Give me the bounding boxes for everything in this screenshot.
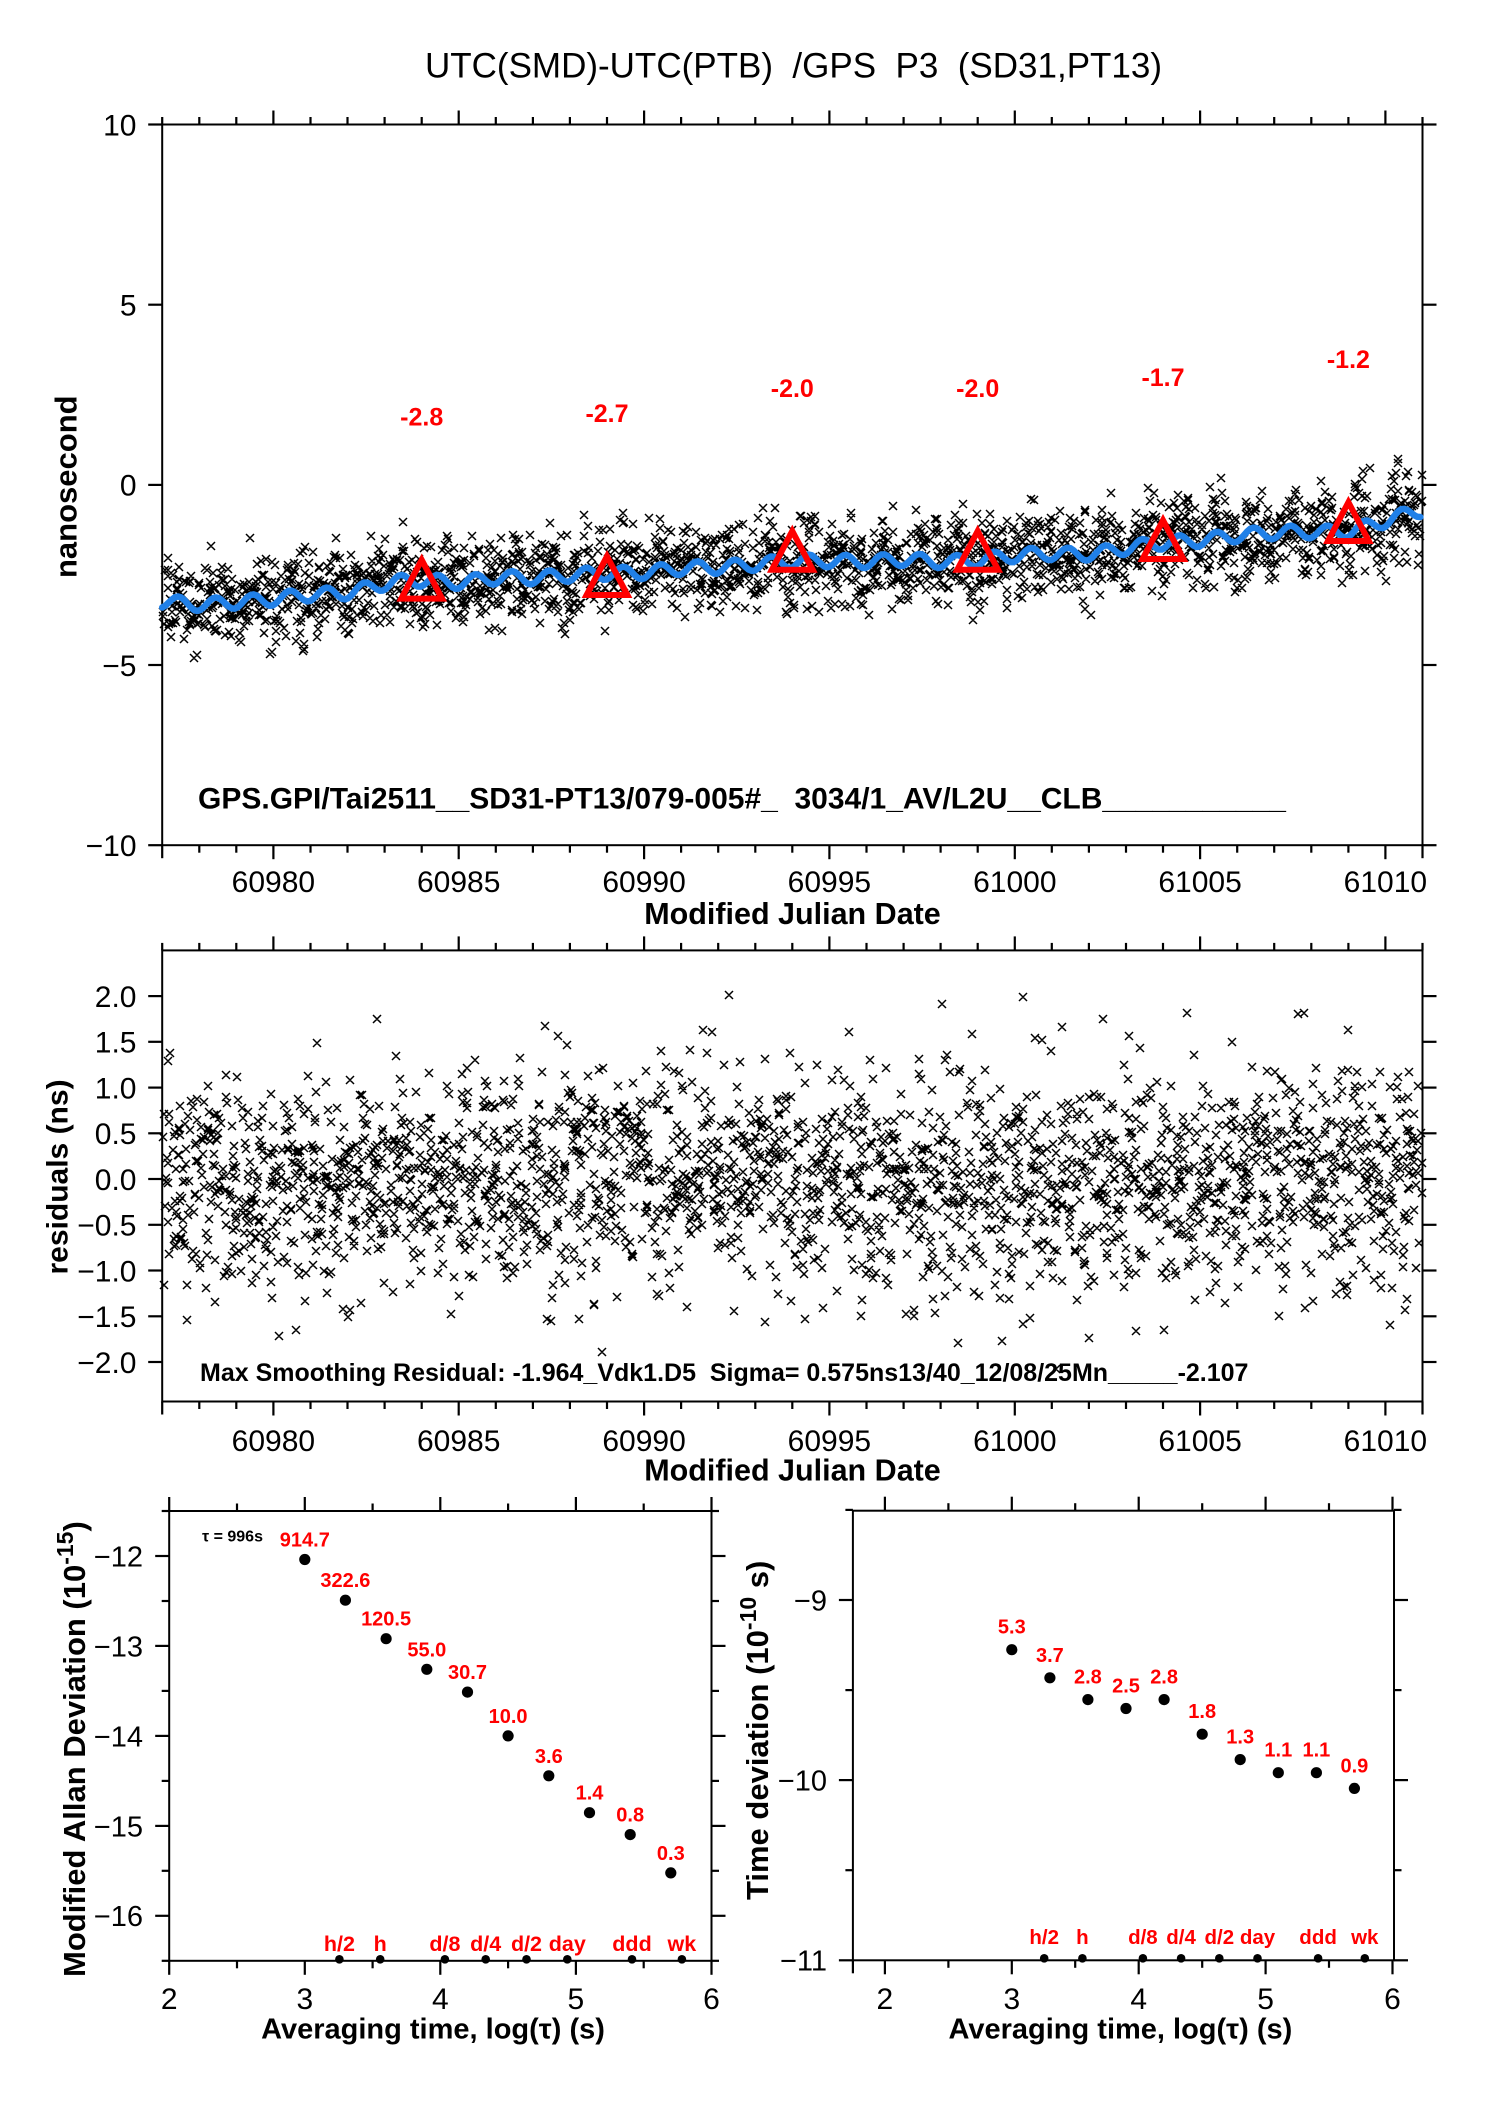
svg-text:d/8: d/8 bbox=[1128, 1926, 1158, 1949]
svg-text:GPS.GPI/Tai2511__SD31-PT13/079: GPS.GPI/Tai2511__SD31-PT13/079-005#_ 303… bbox=[198, 783, 1286, 816]
svg-text:5: 5 bbox=[120, 290, 137, 323]
svg-text:wk: wk bbox=[667, 1932, 697, 1956]
svg-text:5: 5 bbox=[1257, 1983, 1274, 2016]
svg-text:−15: −15 bbox=[94, 1811, 143, 1843]
svg-text:0.9: 0.9 bbox=[1340, 1755, 1368, 1777]
svg-text:day: day bbox=[549, 1932, 586, 1956]
svg-text:Max Smoothing Residual: -1.964: Max Smoothing Residual: -1.964_Vdk1.D5 S… bbox=[200, 1359, 1248, 1387]
svg-text:61010: 61010 bbox=[1344, 866, 1427, 899]
svg-text:-1.7: -1.7 bbox=[1141, 364, 1184, 392]
svg-text:61000: 61000 bbox=[973, 1425, 1056, 1458]
svg-text:d/8: d/8 bbox=[429, 1932, 460, 1956]
svg-text:−10: −10 bbox=[778, 1766, 827, 1798]
svg-text:0.3: 0.3 bbox=[657, 1843, 685, 1865]
svg-text:61005: 61005 bbox=[1158, 866, 1241, 899]
svg-text:2: 2 bbox=[161, 1983, 178, 2016]
svg-text:day: day bbox=[1240, 1926, 1276, 1949]
svg-text:Modified Allan Deviation (10-1: Modified Allan Deviation (10-15) bbox=[52, 1521, 92, 1977]
svg-text:−0.5: −0.5 bbox=[77, 1210, 136, 1243]
svg-text:Modified Julian Date: Modified Julian Date bbox=[644, 1454, 941, 1488]
svg-text:τ = 996s: τ = 996s bbox=[202, 1529, 263, 1546]
svg-text:0.5: 0.5 bbox=[95, 1118, 137, 1151]
svg-text:2: 2 bbox=[877, 1983, 894, 2016]
svg-text:h: h bbox=[374, 1932, 387, 1956]
svg-text:wk: wk bbox=[1350, 1926, 1379, 1949]
svg-text:−10: −10 bbox=[86, 830, 137, 863]
svg-text:3.7: 3.7 bbox=[1036, 1645, 1064, 1667]
svg-text:60985: 60985 bbox=[417, 1425, 500, 1458]
svg-text:d/4: d/4 bbox=[1166, 1926, 1196, 1949]
svg-text:1.5: 1.5 bbox=[95, 1027, 137, 1060]
svg-text:3: 3 bbox=[1003, 1983, 1020, 2016]
svg-text:1.8: 1.8 bbox=[1188, 1701, 1216, 1723]
svg-text:55.0: 55.0 bbox=[407, 1639, 446, 1661]
svg-text:61000: 61000 bbox=[973, 866, 1056, 899]
svg-text:UTC(SMD)-UTC(PTB) /GPS P3 (: UTC(SMD)-UTC(PTB) /GPS P3 (SD31,PT13) bbox=[425, 46, 1162, 85]
svg-text:0.0: 0.0 bbox=[95, 1164, 137, 1197]
svg-text:3: 3 bbox=[296, 1983, 313, 2016]
svg-text:-2.8: -2.8 bbox=[400, 404, 443, 432]
svg-text:−1.0: −1.0 bbox=[77, 1255, 136, 1288]
svg-text:1.1: 1.1 bbox=[1264, 1740, 1292, 1762]
svg-text:0: 0 bbox=[120, 470, 137, 503]
svg-text:6: 6 bbox=[703, 1983, 720, 2016]
svg-text:−12: −12 bbox=[94, 1541, 143, 1573]
svg-text:ddd: ddd bbox=[612, 1932, 651, 1956]
svg-text:5: 5 bbox=[568, 1983, 585, 2016]
svg-text:60980: 60980 bbox=[232, 1425, 315, 1458]
svg-text:d/4: d/4 bbox=[470, 1932, 501, 1956]
svg-text:Modified Julian Date: Modified Julian Date bbox=[644, 897, 941, 931]
svg-text:−14: −14 bbox=[94, 1721, 143, 1753]
svg-text:4: 4 bbox=[432, 1983, 449, 2016]
svg-text:10: 10 bbox=[103, 109, 136, 142]
svg-text:Averaging time, log(τ) (s): Averaging time, log(τ) (s) bbox=[261, 2014, 605, 2046]
svg-text:61005: 61005 bbox=[1158, 1425, 1241, 1458]
svg-text:4: 4 bbox=[1130, 1983, 1147, 2016]
svg-text:nanosecond: nanosecond bbox=[48, 395, 83, 578]
svg-text:1.3: 1.3 bbox=[1226, 1727, 1254, 1749]
svg-text:−9: −9 bbox=[794, 1585, 827, 1617]
svg-text:61010: 61010 bbox=[1344, 1425, 1427, 1458]
svg-text:3.6: 3.6 bbox=[535, 1746, 563, 1768]
svg-text:-1.2: -1.2 bbox=[1327, 346, 1370, 374]
svg-text:60995: 60995 bbox=[788, 866, 871, 899]
svg-text:60990: 60990 bbox=[602, 866, 685, 899]
svg-text:-2.0: -2.0 bbox=[956, 375, 999, 403]
svg-text:1.4: 1.4 bbox=[576, 1783, 605, 1805]
svg-text:322.6: 322.6 bbox=[320, 1570, 370, 1592]
svg-text:914.7: 914.7 bbox=[280, 1530, 330, 1552]
svg-text:5.3: 5.3 bbox=[998, 1617, 1026, 1639]
svg-text:2.0: 2.0 bbox=[95, 981, 137, 1014]
svg-text:-2.7: -2.7 bbox=[585, 400, 628, 428]
svg-text:60995: 60995 bbox=[788, 1425, 871, 1458]
svg-text:30.7: 30.7 bbox=[448, 1662, 487, 1684]
svg-text:h/2: h/2 bbox=[324, 1932, 355, 1956]
svg-text:d/2: d/2 bbox=[1204, 1926, 1234, 1949]
svg-text:-2.0: -2.0 bbox=[771, 375, 814, 403]
svg-text:ddd: ddd bbox=[1299, 1926, 1337, 1949]
svg-text:120.5: 120.5 bbox=[361, 1609, 411, 1631]
svg-text:1.0: 1.0 bbox=[95, 1072, 137, 1105]
svg-text:60990: 60990 bbox=[602, 1425, 685, 1458]
svg-text:−2.0: −2.0 bbox=[77, 1347, 136, 1380]
svg-text:2.8: 2.8 bbox=[1150, 1667, 1178, 1689]
svg-text:−5: −5 bbox=[102, 650, 136, 683]
svg-text:−11: −11 bbox=[780, 1946, 827, 1978]
svg-text:1.1: 1.1 bbox=[1302, 1740, 1330, 1762]
svg-text:0.8: 0.8 bbox=[616, 1805, 644, 1827]
svg-text:residuals (ns): residuals (ns) bbox=[42, 1079, 75, 1274]
svg-text:2.5: 2.5 bbox=[1112, 1676, 1140, 1698]
svg-text:h/2: h/2 bbox=[1029, 1926, 1059, 1949]
svg-text:h: h bbox=[1076, 1926, 1089, 1949]
svg-text:60980: 60980 bbox=[232, 866, 315, 899]
svg-text:6: 6 bbox=[1384, 1983, 1401, 2016]
svg-text:60985: 60985 bbox=[417, 866, 500, 899]
svg-text:d/2: d/2 bbox=[511, 1932, 542, 1956]
svg-text:−13: −13 bbox=[94, 1631, 143, 1663]
svg-text:−16: −16 bbox=[94, 1901, 143, 1933]
svg-text:−1.5: −1.5 bbox=[77, 1301, 136, 1334]
svg-text:10.0: 10.0 bbox=[489, 1706, 528, 1728]
svg-text:2.8: 2.8 bbox=[1074, 1667, 1102, 1689]
svg-text:Averaging time, log(τ) (s): Averaging time, log(τ) (s) bbox=[949, 2014, 1293, 2046]
